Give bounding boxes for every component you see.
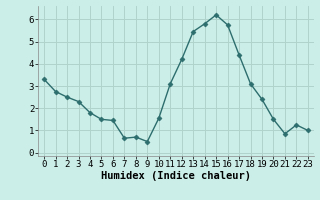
X-axis label: Humidex (Indice chaleur): Humidex (Indice chaleur) <box>101 171 251 181</box>
